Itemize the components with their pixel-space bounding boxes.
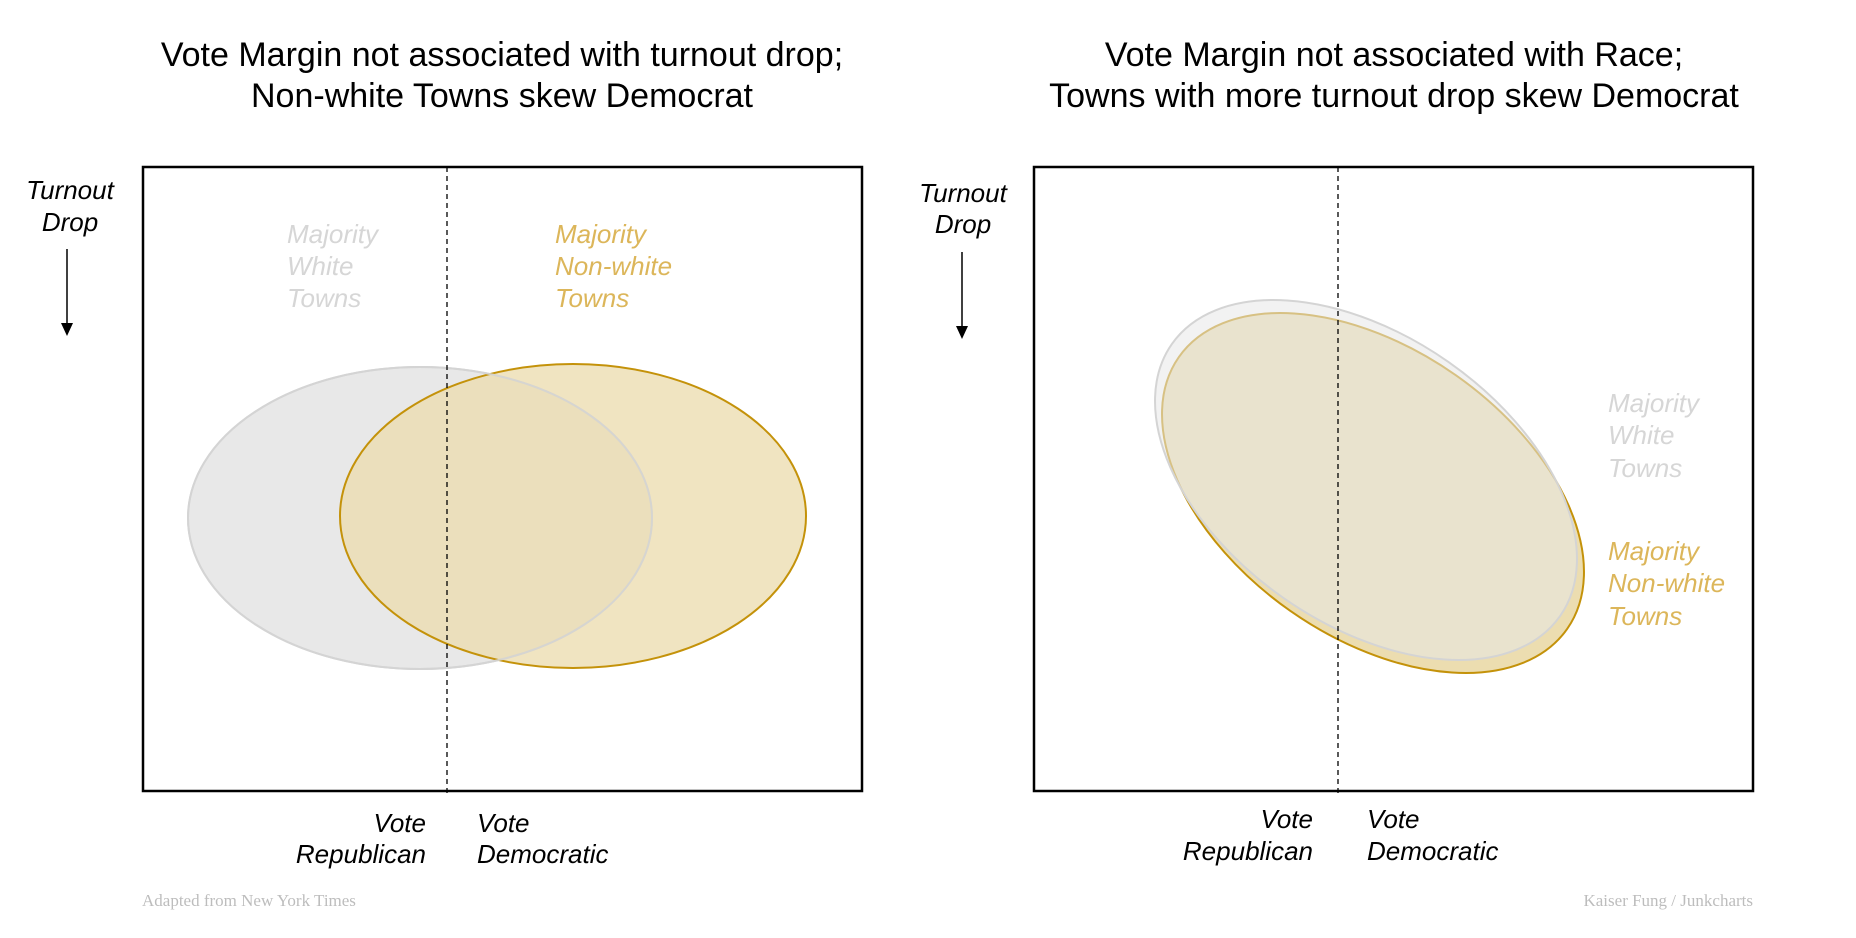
- right-xlabel-democratic-line-1: Vote: [1367, 804, 1420, 834]
- left-xlabel-democratic-line-2: Democratic: [477, 839, 608, 869]
- right-ylabel-line-2: Drop: [935, 209, 991, 239]
- right-label-nonwhite-line-3: Towns: [1608, 601, 1682, 631]
- left-xlabel-republican-line-2: Republican: [296, 839, 426, 869]
- right-ylabel-line-1: Turnout: [919, 178, 1008, 208]
- right-label-white-line-3: Towns: [1608, 453, 1682, 483]
- left-label-white-line-3: Towns: [287, 283, 361, 313]
- right-panel: Vote Margin not associated with Race; To…: [919, 36, 1755, 910]
- right-label-white-line-2: White: [1608, 420, 1674, 450]
- left-label-nonwhite-line-1: Majority: [555, 219, 648, 249]
- right-ellipse-white-towns: [1154, 299, 1578, 661]
- right-xlabel-democratic-line-2: Democratic: [1367, 836, 1498, 866]
- left-xlabel-democratic-line-1: Vote: [477, 808, 530, 838]
- right-label-nonwhite-line-1: Majority: [1608, 536, 1701, 566]
- left-credit: Adapted from New York Times: [142, 891, 356, 910]
- left-xlabel-republican-line-1: Vote: [373, 808, 426, 838]
- left-ylabel-line-1: Turnout: [26, 175, 115, 205]
- left-panel: Vote Margin not associated with turnout …: [26, 36, 864, 910]
- left-ylabel-line-2: Drop: [42, 207, 98, 237]
- left-label-white-line-1: Majority: [287, 219, 380, 249]
- right-title-line-2: Towns with more turnout drop skew Democr…: [1049, 77, 1739, 115]
- right-label-nonwhite-line-2: Non-white: [1608, 568, 1725, 598]
- right-title-line-1: Vote Margin not associated with Race;: [1105, 36, 1683, 74]
- right-xlabel-republican-line-1: Vote: [1260, 804, 1313, 834]
- left-title-line-2: Non-white Towns skew Democrat: [251, 77, 754, 115]
- left-ellipse-white-outline: [187, 366, 653, 670]
- right-credit: Kaiser Fung / Junkcharts: [1583, 891, 1753, 910]
- left-title-line-1: Vote Margin not associated with turnout …: [161, 36, 843, 74]
- left-down-arrow-icon: [61, 249, 73, 336]
- right-down-arrow-icon: [956, 252, 968, 339]
- left-label-white-line-2: White: [287, 251, 353, 281]
- right-label-white-line-1: Majority: [1608, 388, 1701, 418]
- left-label-nonwhite-line-3: Towns: [555, 283, 629, 313]
- left-ellipse-nonwhite-towns: [339, 363, 807, 669]
- right-xlabel-republican-line-2: Republican: [1183, 836, 1313, 866]
- left-label-nonwhite-line-2: Non-white: [555, 251, 672, 281]
